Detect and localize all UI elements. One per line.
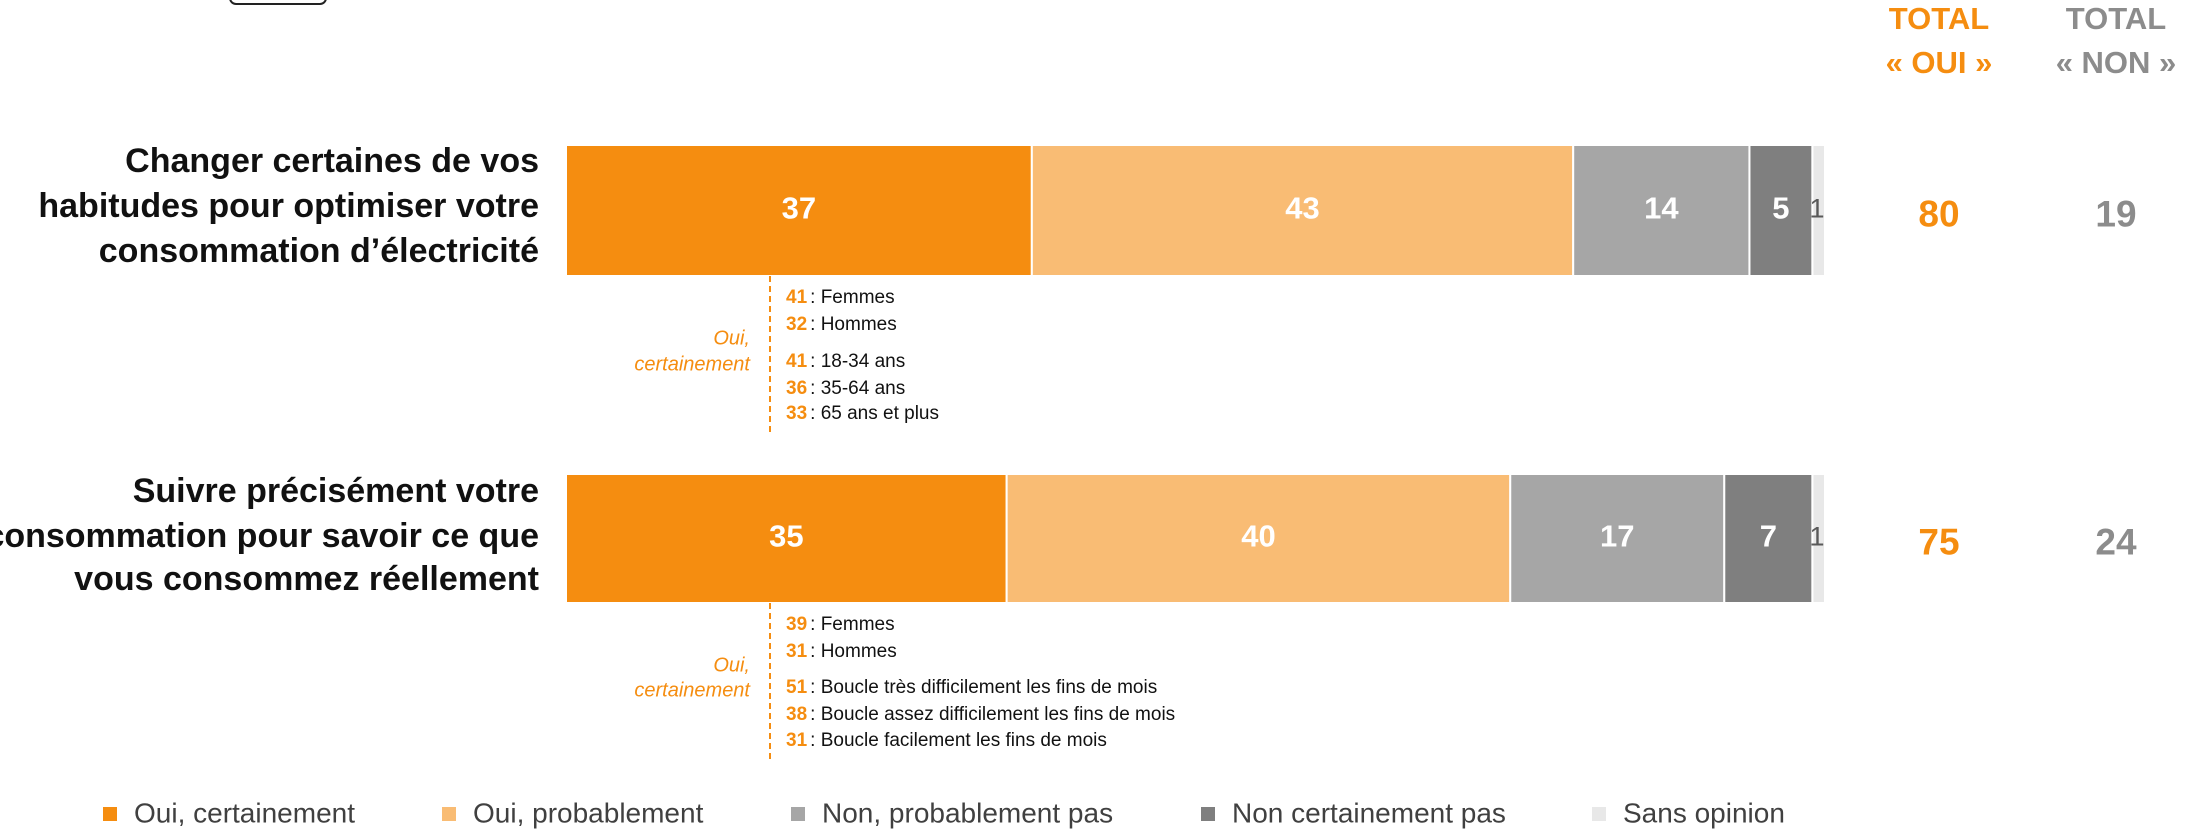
total-value: 24: [2095, 521, 2137, 562]
category-label: Changer certaines de vos: [125, 142, 539, 180]
annotation-item: 31: Hommes: [786, 641, 897, 662]
annotation-value: 41: [786, 287, 808, 308]
value-label: 1: [1809, 522, 1824, 552]
annotation-text: : Boucle très difficilement les fins de …: [810, 677, 1157, 698]
category-label: Suivre précisément votre: [133, 472, 539, 510]
annotation-item: 38: Boucle assez difficilement les fins …: [786, 704, 1175, 725]
annotation-text: : Hommes: [810, 314, 897, 335]
annotation-text: : Femmes: [810, 614, 894, 635]
category-label: consommation pour savoir ce que: [0, 517, 539, 555]
annotation-item: 39: Femmes: [786, 614, 895, 635]
bar-segment: [565, 473, 1008, 604]
category-label: consommation d’électricité: [99, 232, 539, 270]
bar-segment: [1811, 473, 1827, 604]
value-label: 7: [1760, 519, 1777, 554]
annotation-text: : 18-34 ans: [810, 351, 905, 372]
annotation-value: 51: [786, 677, 808, 698]
total-value: 75: [1918, 521, 1959, 562]
annotation-label: certainement: [634, 353, 751, 375]
annotation-text: : Boucle assez difficilement les fins de…: [810, 704, 1175, 725]
legend-swatch: [1592, 807, 1606, 821]
total-value: 19: [2095, 193, 2136, 234]
annotation-value: 39: [786, 614, 807, 635]
value-label: 35: [769, 519, 803, 554]
annotation-item: 36: 35-64 ans: [786, 378, 905, 399]
annotation-label: Oui,: [713, 327, 750, 349]
annotation-value: 38: [786, 704, 807, 725]
annotation-value: 31: [786, 641, 808, 662]
legend-swatch: [442, 807, 456, 821]
annotation-text: : 65 ans et plus: [810, 403, 939, 424]
annotation-value: 33: [786, 403, 807, 424]
bar-segment: [1005, 473, 1512, 604]
annotation-value: 41: [786, 351, 808, 372]
legend-swatch: [1201, 807, 1215, 821]
legend-label: Non certainement pas: [1232, 797, 1506, 828]
total-header: « OUI »: [1886, 45, 1993, 80]
logo-frame: [229, 0, 327, 5]
value-label: 40: [1241, 519, 1275, 554]
legend-swatch: [103, 807, 117, 821]
annotation-text: : 35-64 ans: [810, 378, 905, 399]
value-label: 37: [782, 191, 816, 226]
annotation-text: : Femmes: [810, 287, 894, 308]
category-label: habitudes pour optimiser votre: [38, 187, 539, 225]
annotation-item: 31: Boucle facilement les fins de mois: [786, 730, 1107, 751]
value-label: 17: [1600, 519, 1634, 554]
bar-segment: [1811, 144, 1827, 277]
total-header: « NON »: [2056, 45, 2177, 80]
bar-segment: [1030, 144, 1575, 277]
annotation-item: 51: Boucle très difficilement les fins d…: [786, 677, 1157, 698]
bar-segment: [1723, 473, 1814, 604]
total-header: TOTAL: [2066, 1, 2166, 36]
total-value: 80: [1918, 193, 1959, 234]
annotation-value: 36: [786, 378, 807, 399]
annotation-label: Oui,: [713, 654, 750, 676]
value-label: 14: [1644, 191, 1679, 226]
bar-segment: [1572, 144, 1751, 277]
value-label: 1: [1809, 194, 1824, 224]
annotation-item: 41: 18-34 ans: [786, 351, 905, 372]
bar-segment: [565, 144, 1033, 277]
legend-swatch: [791, 807, 805, 821]
legend-label: Non, probablement pas: [822, 797, 1113, 828]
annotation-label: certainement: [634, 679, 751, 701]
legend-label: Oui, certainement: [134, 797, 355, 828]
legend-label: Sans opinion: [1623, 797, 1785, 828]
category-label: vous consommez réellement: [74, 560, 539, 598]
annotation-item: 41: Femmes: [786, 287, 895, 308]
annotation-value: 32: [786, 314, 807, 335]
annotation-text: : Boucle facilement les fins de mois: [810, 730, 1107, 751]
value-label: 43: [1285, 191, 1319, 226]
total-header: TOTAL: [1889, 1, 1989, 36]
value-label: 5: [1772, 191, 1789, 226]
annotation-item: 33: 65 ans et plus: [786, 403, 939, 424]
annotation-value: 31: [786, 730, 808, 751]
bar-segment: [1509, 473, 1726, 604]
annotation-text: : Hommes: [810, 641, 897, 662]
legend-label: Oui, probablement: [473, 797, 704, 828]
annotation-item: 32: Hommes: [786, 314, 897, 335]
